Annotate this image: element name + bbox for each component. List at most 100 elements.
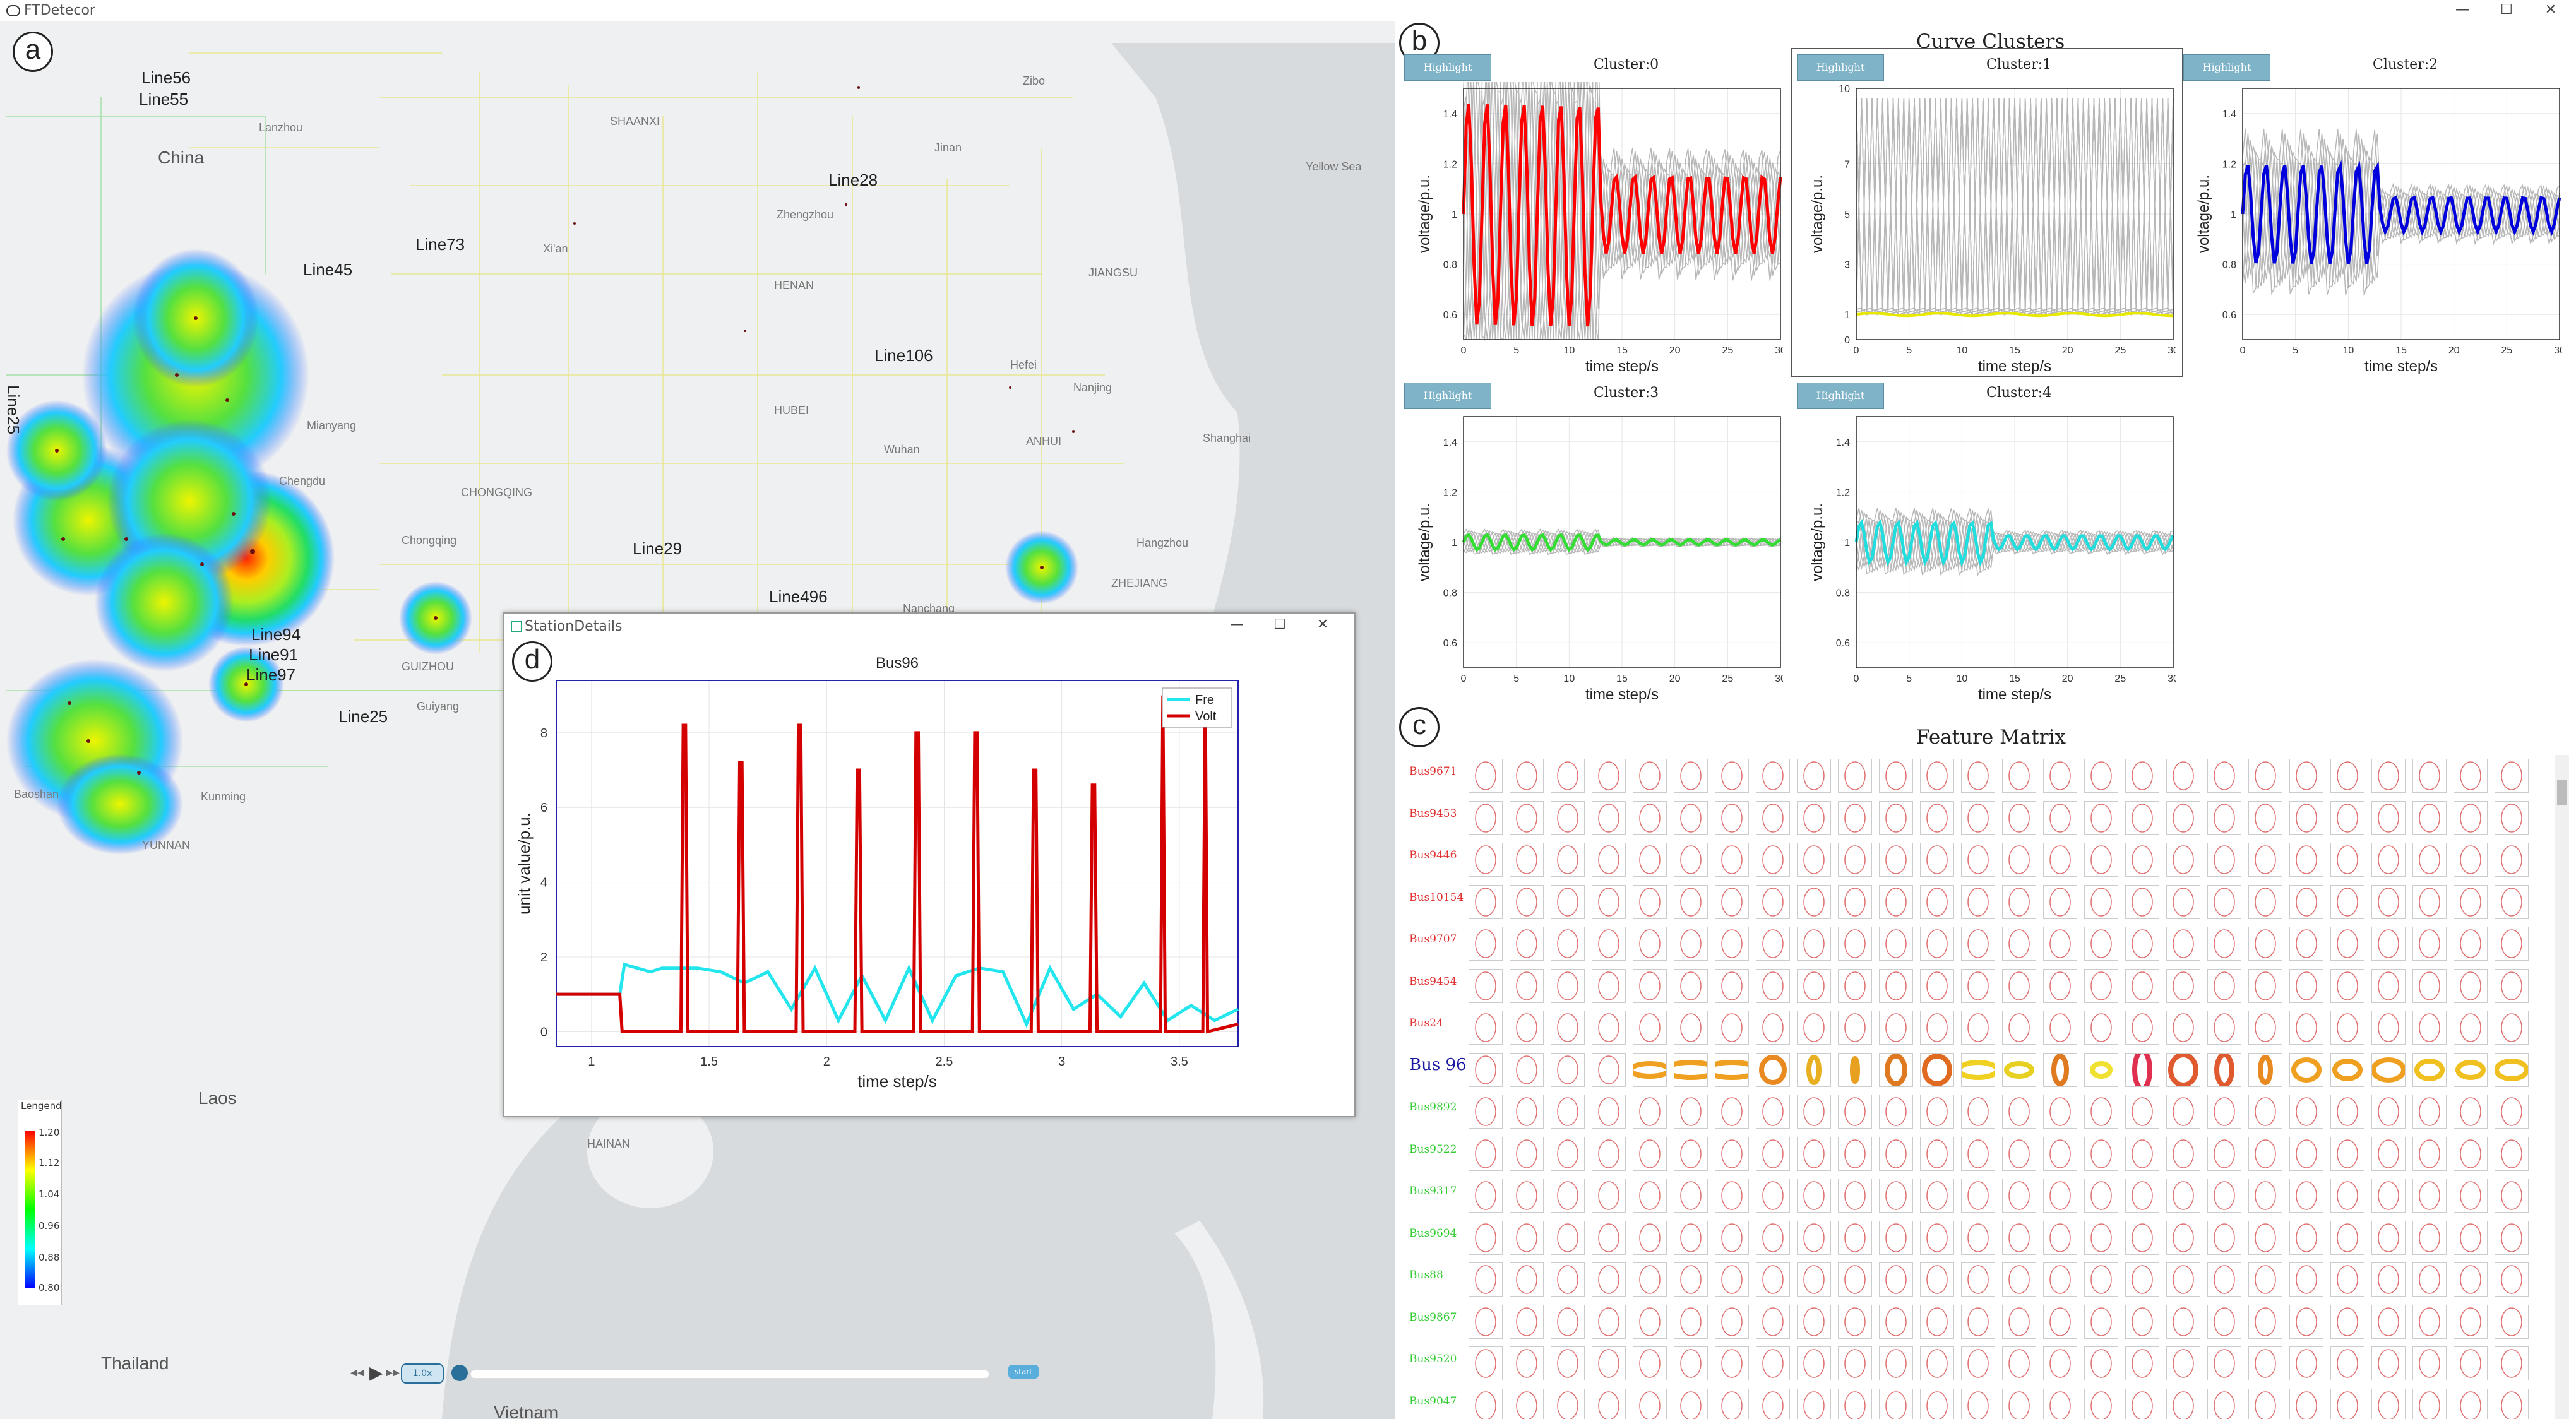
feature-cell[interactable] [1551, 759, 1585, 793]
feature-cell[interactable] [2330, 1388, 2364, 1419]
feature-cell[interactable] [2002, 759, 2036, 793]
feature-cell[interactable] [1879, 1304, 1913, 1339]
feature-cell[interactable] [2084, 1262, 2118, 1297]
feature-cell[interactable] [1920, 1346, 1954, 1380]
feature-cell[interactable] [2412, 1262, 2447, 1297]
feature-cell[interactable] [1797, 1346, 1831, 1380]
feature-cell[interactable] [1715, 1011, 1749, 1045]
feature-cell[interactable] [1961, 1262, 1995, 1297]
feature-cell[interactable] [1633, 1346, 1667, 1380]
feature-cell[interactable] [2125, 1136, 2159, 1171]
feature-cell[interactable] [2289, 1220, 2323, 1255]
feature-cell[interactable] [1756, 1388, 1790, 1419]
feature-cell[interactable] [2166, 800, 2200, 835]
feature-cell[interactable] [1469, 1220, 1503, 1255]
feature-cell[interactable] [2495, 1220, 2529, 1255]
feature-cell[interactable] [1715, 759, 1749, 793]
feature-cell[interactable] [2289, 1262, 2323, 1297]
feature-cell[interactable] [1510, 843, 1544, 877]
feature-cell[interactable] [2166, 1304, 2200, 1339]
feature-cell[interactable] [1961, 1304, 1995, 1339]
feature-cell[interactable] [1838, 1095, 1872, 1129]
feature-cell[interactable] [1510, 759, 1544, 793]
feature-cell[interactable] [2495, 1179, 2529, 1213]
feature-cell[interactable] [2248, 1052, 2282, 1087]
feature-cell[interactable] [2454, 1388, 2488, 1419]
feature-cell[interactable] [2002, 843, 2036, 877]
feature-cell[interactable] [1920, 1220, 1954, 1255]
feature-cell[interactable] [1838, 1346, 1872, 1380]
feature-cell[interactable] [2125, 759, 2159, 793]
feature-cell[interactable] [1674, 1095, 1708, 1129]
feature-cell[interactable] [1633, 1095, 1667, 1129]
feature-cell[interactable] [2043, 1262, 2077, 1297]
feature-cell[interactable] [2330, 1011, 2364, 1045]
feature-cell[interactable] [1551, 1136, 1585, 1171]
feature-cell[interactable] [1756, 927, 1790, 961]
row-label[interactable]: Bus9047 [1409, 1394, 1457, 1408]
feature-cell[interactable] [2043, 1179, 2077, 1213]
feature-cell[interactable] [2454, 927, 2488, 961]
feature-cell[interactable] [1633, 1179, 1667, 1213]
feature-cell[interactable] [1715, 968, 1749, 1003]
feature-cell[interactable] [1715, 1346, 1749, 1380]
feature-cell[interactable] [2495, 1346, 2529, 1380]
feature-cell[interactable] [1469, 843, 1503, 877]
feature-cell[interactable] [1838, 968, 1872, 1003]
feature-cell[interactable] [2495, 1388, 2529, 1419]
feature-cell[interactable] [1510, 1304, 1544, 1339]
feature-cell[interactable] [2289, 927, 2323, 961]
feature-cell[interactable] [2289, 1346, 2323, 1380]
timeline-handle[interactable] [451, 1365, 468, 1381]
feature-cell[interactable] [1756, 800, 1790, 835]
feature-cell[interactable] [1920, 1179, 1954, 1213]
feature-cell[interactable] [1469, 1388, 1503, 1419]
feature-cell[interactable] [2084, 759, 2118, 793]
feature-cell[interactable] [1469, 800, 1503, 835]
feature-cell[interactable] [2207, 968, 2241, 1003]
feature-cell[interactable] [1592, 1262, 1626, 1297]
feature-cell[interactable] [1510, 1136, 1544, 1171]
feature-cell[interactable] [2043, 1136, 2077, 1171]
feature-cell[interactable] [2166, 1011, 2200, 1045]
feature-matrix[interactable]: Bus9671 Bus9453 Bus9446 Bus10154 Bus9707 Bus9… [1408, 755, 2563, 1419]
feature-cell[interactable] [1628, 1052, 1671, 1087]
feature-cell[interactable] [1797, 927, 1831, 961]
feature-cell[interactable] [1920, 843, 1954, 877]
feature-cell[interactable] [2043, 1220, 2077, 1255]
feature-cell[interactable] [1920, 800, 1954, 835]
feature-cell[interactable] [2289, 1052, 2323, 1087]
row-label[interactable]: Bus9317 [1409, 1185, 1457, 1197]
feature-cell[interactable] [1797, 1220, 1831, 1255]
feature-cell[interactable] [1961, 843, 1995, 877]
feature-cell[interactable] [2166, 1262, 2200, 1297]
feature-cell[interactable] [2248, 1262, 2282, 1297]
feature-cell[interactable] [2248, 1220, 2282, 1255]
feature-cell[interactable] [2371, 1346, 2406, 1380]
feature-cell[interactable] [1879, 1220, 1913, 1255]
feature-cell[interactable] [1797, 800, 1831, 835]
feature-cell[interactable] [1797, 968, 1831, 1003]
feature-cell[interactable] [1592, 884, 1626, 919]
feature-cell[interactable] [1592, 843, 1626, 877]
feature-cell[interactable] [2412, 1052, 2447, 1087]
feature-cell[interactable] [2166, 1346, 2200, 1380]
feature-cell[interactable] [1920, 1388, 1954, 1419]
feature-cell[interactable] [2084, 1346, 2118, 1380]
feature-cell[interactable] [2454, 1304, 2488, 1339]
cluster-chart[interactable]: 0.6 0.8 1 1.2 1.4 0 5 10 15 20 25 30 time step/s volt… [1404, 82, 1783, 379]
feature-cell[interactable] [1920, 1052, 1954, 1087]
highlight-button[interactable]: Highlight [1797, 383, 1884, 409]
feature-cell[interactable] [1469, 1095, 1503, 1129]
feature-cell[interactable] [1715, 1304, 1749, 1339]
feature-cell[interactable] [2371, 843, 2406, 877]
feature-cell[interactable] [1756, 1136, 1790, 1171]
feature-cell[interactable] [1838, 1220, 1872, 1255]
feature-cell[interactable] [2166, 1095, 2200, 1129]
feature-cell[interactable] [2495, 759, 2529, 793]
feature-cell[interactable] [1879, 927, 1913, 961]
feature-cell[interactable] [2495, 1304, 2529, 1339]
feature-cell[interactable] [1920, 884, 1954, 919]
feature-cell[interactable] [2248, 927, 2282, 961]
feature-cell[interactable] [1510, 800, 1544, 835]
